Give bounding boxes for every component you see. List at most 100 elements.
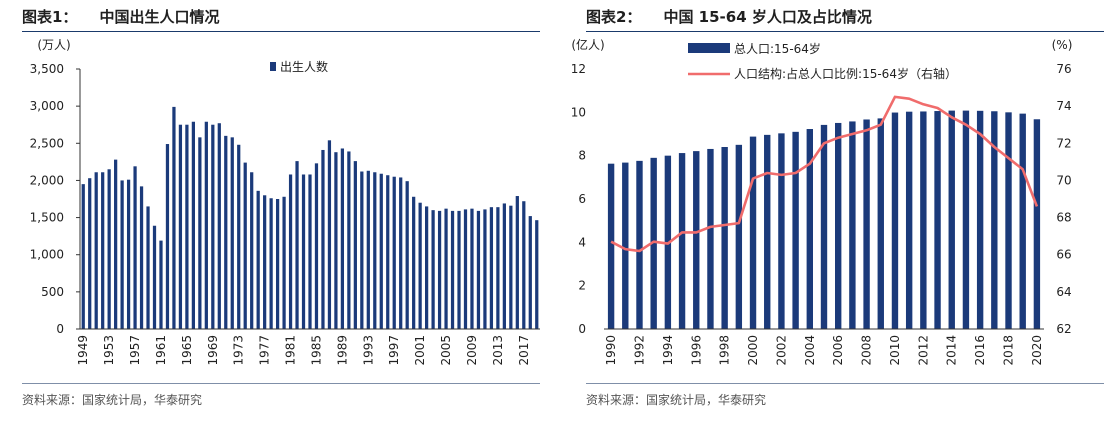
- bar: [749, 136, 757, 329]
- x-tick-label: 2005: [439, 335, 453, 366]
- bar: [522, 201, 526, 329]
- source-rule: [586, 383, 1104, 384]
- bar: [237, 144, 241, 329]
- x-tick-label: 1998: [718, 335, 732, 366]
- bar: [470, 208, 474, 329]
- legend-swatch-bar: [688, 43, 730, 53]
- bar: [353, 161, 357, 329]
- x-tick-label: 2002: [774, 335, 788, 366]
- bar: [386, 175, 390, 329]
- x-tick-label: 2013: [491, 335, 505, 366]
- bar: [165, 144, 170, 329]
- bar: [146, 206, 150, 329]
- bar: [275, 199, 280, 329]
- y-tick-label: 3,500: [30, 62, 64, 76]
- bar: [405, 181, 409, 329]
- x-tick-label: 1990: [604, 335, 618, 366]
- right-y-tick-label: 74: [1056, 99, 1071, 113]
- bar: [250, 172, 254, 329]
- x-tick-label: 1993: [361, 335, 375, 366]
- x-tick-label: 1957: [128, 335, 142, 366]
- bar: [347, 151, 351, 329]
- left-y-tick-label: 8: [578, 149, 586, 163]
- x-tick-label: 1992: [632, 335, 646, 366]
- left-y-tick-label: 0: [578, 322, 586, 336]
- bar: [114, 159, 118, 329]
- bar: [678, 153, 686, 329]
- source-note: 资料来源：国家统计局，华泰研究: [22, 393, 203, 407]
- bar: [263, 195, 267, 329]
- bar: [920, 111, 927, 329]
- left-y-tick-label: 4: [578, 235, 586, 249]
- bar: [334, 152, 338, 329]
- legend-label-line: 人口结构:占总人口比例:15-64岁（右轴）: [734, 66, 957, 81]
- bar: [502, 203, 506, 329]
- bar: [1033, 119, 1041, 330]
- x-tick-label: 1965: [180, 335, 194, 366]
- figure-tag: 图表2：: [586, 8, 642, 26]
- bar: [399, 177, 403, 329]
- right-y-tick-label: 70: [1056, 173, 1071, 187]
- bar: [178, 124, 183, 329]
- bar: [133, 166, 137, 329]
- x-tick-label: 1997: [387, 335, 401, 366]
- bar: [476, 210, 481, 329]
- x-tick-label: 2006: [831, 335, 845, 366]
- bar: [269, 198, 273, 329]
- right-y-tick-label: 72: [1056, 136, 1071, 150]
- x-tick-label: 2000: [746, 335, 760, 366]
- births-bar-chart: (万人) 0 500 1,000 1,500 2,000 2,500 3,000 3,500 19…: [30, 38, 540, 366]
- bar: [636, 160, 643, 329]
- bar: [764, 134, 771, 329]
- bar: [721, 147, 728, 329]
- bar: [172, 106, 176, 329]
- y-tick-label: 2,000: [30, 173, 64, 187]
- bar: [230, 137, 234, 329]
- bar: [991, 111, 998, 329]
- x-tick-label: 2010: [888, 335, 902, 366]
- bar: [152, 225, 157, 329]
- bar: [820, 124, 828, 330]
- bar: [94, 172, 98, 329]
- bar: [444, 208, 448, 329]
- legend-label-bar: 总人口:15-64岁: [734, 41, 821, 56]
- bar: [217, 123, 221, 329]
- figure-tag: 图表1：: [22, 8, 78, 26]
- legend-swatch: [270, 62, 276, 71]
- y-tick-label: 1,000: [30, 248, 64, 262]
- bar: [88, 178, 92, 329]
- left-y-tick-label: 2: [578, 279, 586, 293]
- bar: [392, 176, 396, 329]
- ratio-line: [610, 95, 1039, 253]
- bar: [650, 157, 657, 329]
- figure-title: 中国出生人口情况: [99, 8, 220, 26]
- bar: [379, 173, 383, 329]
- bar: [483, 209, 487, 329]
- bar: [431, 210, 435, 329]
- chart-panel-births: 图表1： 中国出生人口情况 (万人) 0 500 1,000 1,500 2,000 2,50…: [0, 0, 545, 423]
- bar: [101, 172, 105, 329]
- bar: [288, 174, 293, 329]
- y-axis-unit-label: (万人): [37, 38, 70, 52]
- right-y-tick-label: 66: [1056, 248, 1071, 262]
- right-axis-unit-label: (%): [1052, 38, 1073, 52]
- x-tick-label: 2014: [945, 335, 959, 366]
- y-tick-label: 2,500: [30, 136, 64, 150]
- right-y-tick-label: 64: [1056, 285, 1071, 299]
- right-y-tick-label: 76: [1056, 62, 1071, 76]
- title-rule: [586, 31, 1104, 32]
- bar: [607, 163, 615, 329]
- bar: [204, 121, 208, 329]
- bar: [622, 162, 629, 329]
- x-tick-label: 2017: [517, 335, 531, 366]
- y-tick-label: 500: [41, 285, 64, 299]
- bar: [515, 196, 519, 329]
- bar: [934, 111, 941, 330]
- bar: [120, 180, 124, 329]
- bar: [327, 140, 332, 329]
- y-tick-label: 3,000: [30, 99, 64, 113]
- bar: [976, 110, 984, 329]
- bar: [489, 207, 494, 329]
- x-tick-label: 1949: [76, 335, 90, 366]
